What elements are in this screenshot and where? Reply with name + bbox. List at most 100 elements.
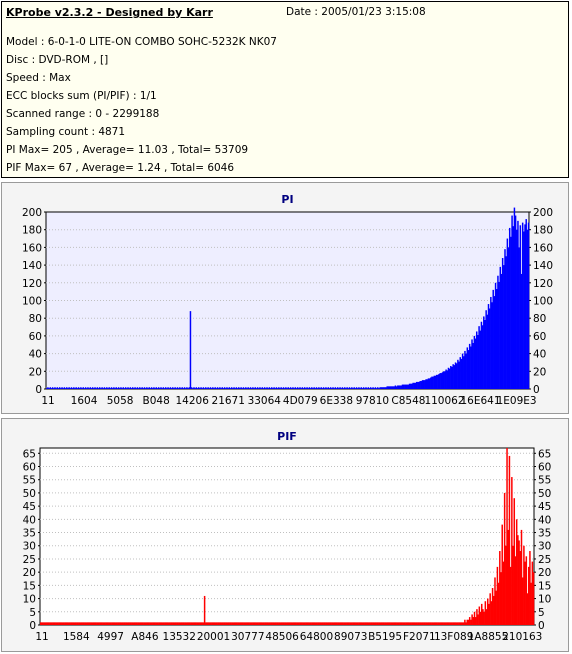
pi-bar — [293, 388, 295, 389]
pif-bar — [187, 622, 189, 625]
pif-xtick-label: 1584 — [63, 631, 90, 643]
pi-bar — [367, 387, 370, 389]
pif-bar — [460, 622, 462, 625]
pif-bar — [476, 609, 478, 625]
pi-bar — [338, 388, 340, 389]
pi-bar — [83, 388, 86, 389]
pif-bar — [447, 622, 449, 625]
pi-bar — [66, 387, 68, 389]
pif-bar — [58, 622, 60, 625]
pif-bar — [382, 622, 384, 625]
pi-bar — [357, 388, 359, 389]
pif-bar — [367, 622, 370, 625]
pi-bar — [235, 387, 238, 389]
pif-bar — [127, 622, 130, 625]
pif-bar — [364, 622, 366, 625]
pif-bar — [526, 593, 529, 625]
pif-bar — [99, 622, 101, 625]
pif-bar — [440, 622, 442, 625]
pif-bar — [62, 622, 65, 625]
pif-bar — [162, 622, 165, 625]
pif-bar — [288, 622, 290, 625]
pi-bar — [111, 388, 114, 389]
pi-bar — [48, 388, 50, 389]
pif-bar — [100, 622, 102, 625]
pi-bar — [190, 387, 193, 389]
pi-bar — [96, 387, 99, 389]
pif-bar — [321, 622, 324, 625]
pi-bar — [76, 388, 79, 389]
pif-xtick-label: A846 — [131, 631, 159, 643]
pif-bar — [446, 622, 448, 625]
pi-bar — [349, 388, 352, 389]
pif-bar — [95, 622, 97, 625]
pi-bar — [441, 372, 444, 389]
pi-bar — [202, 387, 205, 389]
pi-bar — [61, 387, 63, 389]
pif-bar — [54, 622, 56, 625]
pi-bar — [110, 387, 113, 389]
pif-bar — [425, 622, 428, 625]
pi-bar — [527, 222, 530, 389]
pif-xtick-label: 89073 — [334, 631, 367, 643]
pi-bar — [507, 247, 510, 389]
pi-bar — [520, 273, 523, 389]
pi-bar — [419, 381, 421, 389]
pi-bar — [114, 388, 116, 389]
pif-bar — [119, 622, 122, 625]
pi-bar — [377, 387, 379, 389]
info-pif-stats: PIF Max= 67 , Average= 1.24 , Total= 604… — [6, 162, 235, 174]
pif-bar — [106, 622, 108, 625]
pif-bar — [529, 551, 531, 625]
pif-bar — [212, 622, 214, 625]
pi-bar — [452, 364, 454, 389]
pi-bar — [447, 367, 450, 389]
pif-bar — [340, 622, 342, 625]
pi-bar — [91, 387, 94, 389]
pif-bar — [59, 622, 61, 625]
pif-bar — [223, 622, 225, 625]
pi-bar — [411, 383, 413, 389]
pi-bar — [242, 387, 245, 389]
pif-bar — [324, 622, 326, 625]
pif-bar — [243, 622, 246, 625]
pi-bar — [180, 388, 182, 389]
pif-xtick-label: 4997 — [97, 631, 124, 643]
pif-bar — [219, 622, 222, 625]
pi-bar — [279, 388, 281, 389]
pi-bar — [54, 387, 56, 389]
pi-bar — [258, 388, 260, 389]
pi-bar — [391, 386, 393, 389]
info-ecc: ECC blocks sum (PI/PIF) : 1/1 — [6, 90, 157, 102]
pi-bar — [438, 373, 440, 389]
pi-bar — [308, 387, 311, 389]
pi-bar — [223, 387, 226, 389]
pif-bar — [268, 622, 271, 625]
pif-bar — [121, 622, 124, 625]
pif-bar — [437, 622, 440, 625]
pif-bar — [303, 622, 306, 625]
pif-bar — [319, 622, 322, 625]
pif-bar — [227, 622, 230, 625]
pif-bar — [229, 622, 231, 625]
pif-bar — [295, 622, 297, 625]
pif-ytick-left: 45 — [23, 501, 36, 513]
pi-bar — [483, 316, 485, 389]
pif-bar — [224, 622, 226, 625]
pif-bar — [397, 622, 400, 625]
pi-bar — [506, 238, 509, 389]
pif-bar — [389, 622, 391, 625]
pi-bar — [149, 388, 152, 389]
pif-bar — [297, 622, 300, 625]
pif-bar — [441, 622, 443, 625]
pi-bar — [369, 387, 372, 389]
pif-bar — [478, 606, 481, 625]
pif-ytick-left: 60 — [23, 461, 36, 473]
pi-bar — [322, 387, 325, 389]
pif-bar — [230, 622, 232, 625]
pif-bar — [136, 622, 138, 625]
pif-ytick-right: 50 — [538, 488, 551, 500]
pi-bar — [256, 387, 259, 389]
pi-bar — [505, 256, 507, 389]
pif-bar — [438, 622, 441, 625]
